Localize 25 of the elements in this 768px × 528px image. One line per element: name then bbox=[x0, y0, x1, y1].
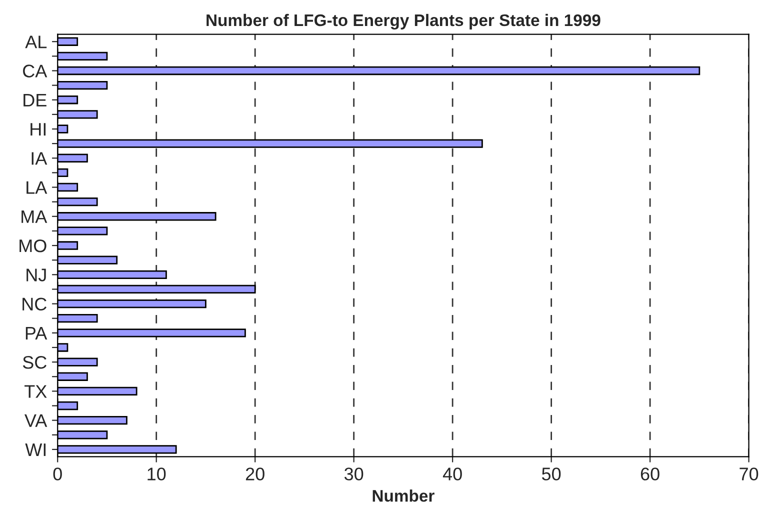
y-tick-label: WI bbox=[25, 444, 46, 456]
y-tick-label: PA bbox=[26, 327, 48, 340]
y-tick-label: NJ bbox=[26, 268, 46, 282]
y-tick-label: IA bbox=[32, 152, 48, 165]
y-tick-label: SC bbox=[22, 356, 46, 369]
y-tick-label: VA bbox=[24, 414, 48, 427]
x-tick-label: 40 bbox=[442, 468, 462, 480]
chart-title: Number of LFG-to Energy Plants per State in 1999 bbox=[206, 14, 600, 30]
y-tick-label: HI bbox=[30, 123, 46, 136]
x-tick-label: 60 bbox=[640, 468, 660, 480]
y-tick-label: AL bbox=[25, 36, 47, 48]
y-tick-label: DE bbox=[24, 94, 46, 106]
y-tick-label: MA bbox=[22, 210, 48, 223]
y-tick-label: CA bbox=[23, 64, 48, 78]
x-tick-label: 70 bbox=[740, 468, 758, 480]
y-tick-label: MO bbox=[20, 239, 46, 252]
x-axis-title: Number bbox=[372, 490, 434, 502]
x-tick-label: 0 bbox=[53, 468, 62, 480]
y-tick-label: TX bbox=[24, 385, 47, 398]
x-tick-label: 10 bbox=[148, 468, 166, 480]
y-tick-label: LA bbox=[26, 181, 48, 194]
x-tick-label: 30 bbox=[344, 468, 364, 480]
x-tick-label: 20 bbox=[246, 468, 264, 480]
y-tick-label: NC bbox=[22, 298, 46, 310]
x-tick-label: 50 bbox=[542, 468, 561, 480]
